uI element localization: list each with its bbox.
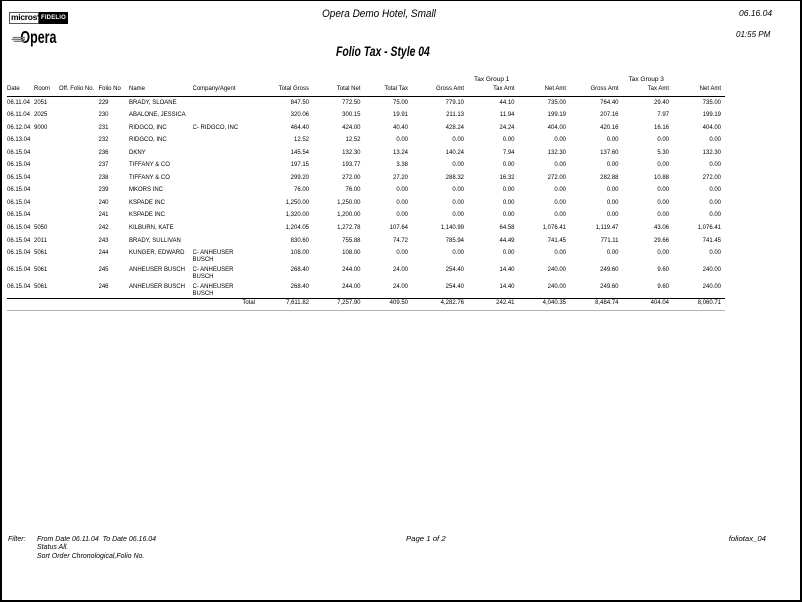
svg-text:Opera: Opera [20, 28, 56, 47]
